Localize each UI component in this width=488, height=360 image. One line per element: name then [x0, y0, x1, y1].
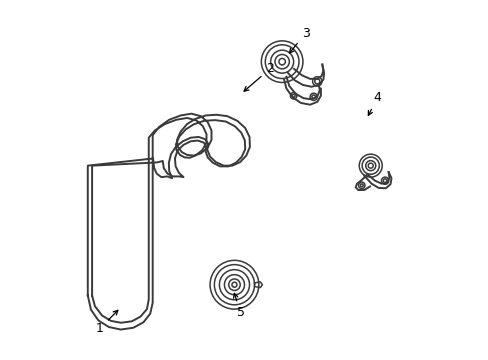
Text: 3: 3 [289, 27, 309, 53]
Text: 2: 2 [244, 62, 273, 91]
Text: 4: 4 [367, 91, 381, 115]
Text: 5: 5 [233, 293, 244, 319]
Text: 1: 1 [96, 310, 118, 336]
